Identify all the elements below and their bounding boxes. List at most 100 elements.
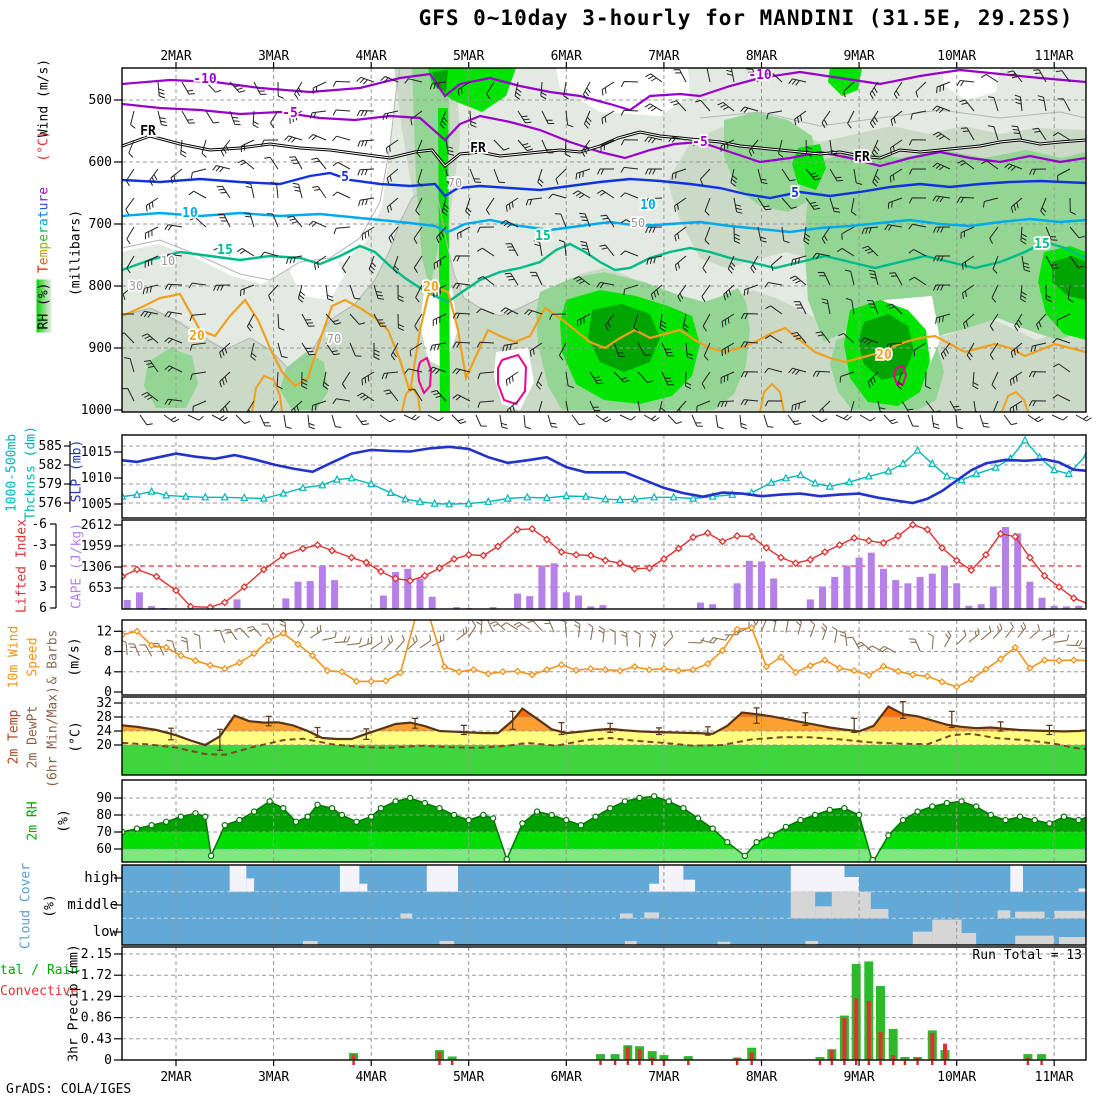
svg-text:5: 5 xyxy=(341,170,349,185)
svg-text:20: 20 xyxy=(96,738,112,753)
svg-text:800: 800 xyxy=(89,279,112,294)
svg-text:70: 70 xyxy=(96,825,112,840)
svg-text:9MAR: 9MAR xyxy=(843,49,874,64)
svg-text:10MAR: 10MAR xyxy=(937,1070,976,1085)
svg-text:high: high xyxy=(84,870,118,886)
svg-text:10: 10 xyxy=(161,254,175,268)
svg-text:3MAR: 3MAR xyxy=(258,49,289,64)
svg-text:32: 32 xyxy=(96,696,112,711)
svg-text:8: 8 xyxy=(104,645,112,660)
svg-text:1.29: 1.29 xyxy=(81,989,112,1004)
lifted-index-axis-label: Lifted Index xyxy=(14,519,30,613)
svg-text:15: 15 xyxy=(217,243,233,258)
svg-text:-3: -3 xyxy=(31,538,47,553)
svg-text:11MAR: 11MAR xyxy=(1035,1070,1074,1085)
cloud-panel xyxy=(122,865,1086,945)
svg-text:6: 6 xyxy=(39,601,47,616)
rh2m-panel xyxy=(122,780,1086,862)
page-title: GFS 0~10day 3-hourly for MANDINI (31.5E,… xyxy=(418,6,1074,30)
svg-text:585: 585 xyxy=(39,439,62,454)
cloud-cover-unit-label: (%) xyxy=(42,894,58,918)
svg-text:1005: 1005 xyxy=(81,497,112,512)
svg-text:10: 10 xyxy=(640,198,656,213)
rh2m-axis-label: 2m RH xyxy=(25,801,41,841)
svg-text:4MAR: 4MAR xyxy=(356,49,387,64)
svg-text:6MAR: 6MAR xyxy=(551,49,582,64)
thickness-axis-label-2: Thcknss (dm) xyxy=(23,426,39,520)
svg-text:20: 20 xyxy=(876,348,892,363)
svg-text:600: 600 xyxy=(89,155,112,170)
svg-text:low: low xyxy=(93,924,119,940)
svg-text:12: 12 xyxy=(96,624,112,639)
temp2m-axis-label-3: (6hr Min/Max) xyxy=(45,686,61,788)
precip-axis-label: 3hr Precip (mm) xyxy=(66,944,82,1062)
svg-text:50: 50 xyxy=(631,216,645,230)
upper-degc-axis-label: (°C) xyxy=(36,130,52,162)
thickness-axis-label-1: 1000-500mb xyxy=(4,433,20,513)
svg-text:1.72: 1.72 xyxy=(81,968,112,983)
svg-text:90: 90 xyxy=(96,791,112,806)
svg-text:-6: -6 xyxy=(31,517,47,532)
precip-total-rain-label: tal / Rain xyxy=(0,963,79,978)
svg-text:1010: 1010 xyxy=(81,471,112,486)
svg-text:28: 28 xyxy=(96,710,112,725)
svg-text:-5: -5 xyxy=(692,135,708,150)
upper-air-panel: 30 10 70 70 50 -10 -5 -10 -5 FR FR FR 5 5 10 10 15 15 15 20… xyxy=(122,68,1086,412)
cape-li-panel xyxy=(122,520,1086,609)
wind10m-panel xyxy=(122,620,1086,695)
svg-text:60: 60 xyxy=(96,842,112,857)
svg-text:3: 3 xyxy=(39,580,47,595)
rh2m-unit-label: (%) xyxy=(56,809,72,833)
wind10m-axis-label-3: & Barbs xyxy=(45,629,61,685)
svg-text:70: 70 xyxy=(327,332,341,346)
svg-text:3MAR: 3MAR xyxy=(258,1070,289,1085)
svg-text:middle: middle xyxy=(67,897,118,913)
svg-text:FR: FR xyxy=(140,124,156,139)
svg-text:700: 700 xyxy=(89,217,112,232)
svg-text:11MAR: 11MAR xyxy=(1035,49,1074,64)
svg-text:9MAR: 9MAR xyxy=(843,1070,874,1085)
svg-text:0: 0 xyxy=(39,559,47,574)
svg-text:1015: 1015 xyxy=(81,445,112,460)
svg-text:7MAR: 7MAR xyxy=(648,49,679,64)
svg-text:2MAR: 2MAR xyxy=(160,49,191,64)
svg-text:6MAR: 6MAR xyxy=(551,1070,582,1085)
precip-convective-label: Convective xyxy=(0,984,79,999)
svg-text:FR: FR xyxy=(470,141,486,156)
svg-text:20: 20 xyxy=(423,280,439,295)
temp2m-panel xyxy=(122,697,1086,775)
svg-text:2612: 2612 xyxy=(81,518,112,533)
svg-text:5: 5 xyxy=(791,186,799,201)
millibars-axis-label: (millibars) xyxy=(68,209,84,297)
grads-credit: GrADS: COLA/IGES xyxy=(6,1082,132,1097)
svg-text:15: 15 xyxy=(535,229,551,244)
svg-text:900: 900 xyxy=(89,341,112,356)
slp-axis-label: SLP (mb) xyxy=(69,439,85,503)
rh-axis-label: RH (%) xyxy=(36,279,52,333)
svg-text:576: 576 xyxy=(39,496,62,511)
temp2m-axis-label-4: (°C) xyxy=(68,721,84,753)
cloud-cover-axis-label: Cloud Cover xyxy=(18,862,34,950)
svg-text:30: 30 xyxy=(129,279,143,293)
svg-text:653: 653 xyxy=(89,581,112,596)
svg-text:10: 10 xyxy=(182,206,198,221)
svg-text:80: 80 xyxy=(96,808,112,823)
svg-text:582: 582 xyxy=(39,458,62,473)
svg-text:20: 20 xyxy=(189,329,205,344)
svg-text:24: 24 xyxy=(96,724,112,739)
svg-text:579: 579 xyxy=(39,477,62,492)
svg-text:-10: -10 xyxy=(748,68,772,83)
svg-text:FR: FR xyxy=(854,150,870,165)
svg-text:1000: 1000 xyxy=(81,403,112,418)
wind10m-axis-label-2: Speed xyxy=(25,637,41,677)
wind10m-axis-label-4: (m/s) xyxy=(67,637,83,677)
svg-text:5MAR: 5MAR xyxy=(453,1070,484,1085)
svg-text:8MAR: 8MAR xyxy=(746,49,777,64)
svg-text:5MAR: 5MAR xyxy=(453,49,484,64)
svg-text:2MAR: 2MAR xyxy=(160,1070,191,1085)
cape-axis-label: CAPE (J/kg) xyxy=(69,522,85,610)
surface-spill-barbs xyxy=(139,414,1092,430)
svg-text:0.86: 0.86 xyxy=(81,1011,112,1026)
run-total-annotation: Run Total = 13 xyxy=(972,948,1082,963)
